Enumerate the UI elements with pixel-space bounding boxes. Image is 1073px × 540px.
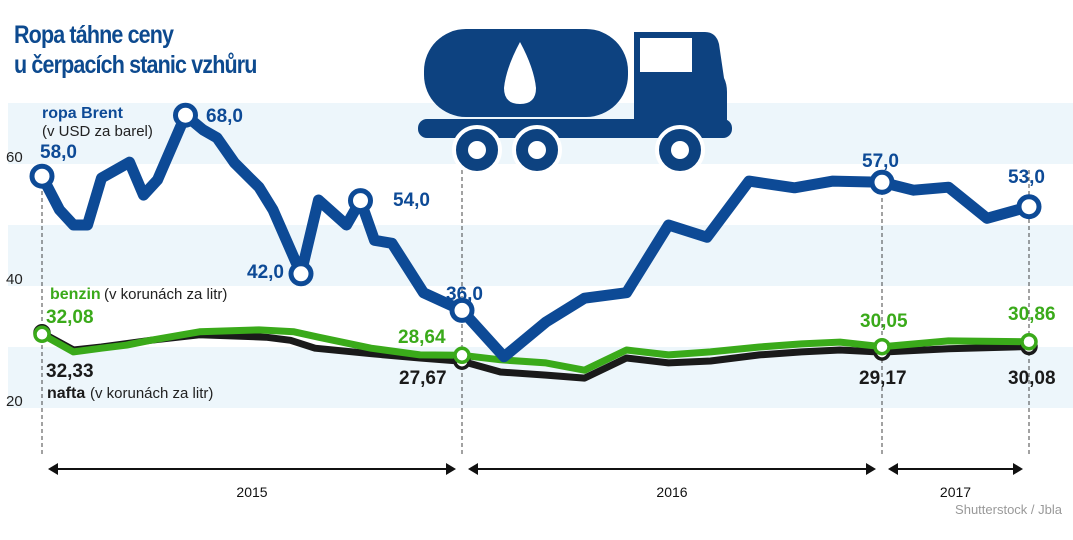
tanker-truck-icon bbox=[418, 29, 732, 175]
title-line-1: Ropa táhne ceny bbox=[14, 21, 174, 49]
label-nafta-end-2016: 29,17 bbox=[859, 368, 907, 389]
data-point-marker bbox=[873, 337, 891, 356]
title-line-2: u čerpacích stanic vzhůru bbox=[14, 51, 257, 79]
label-nafta-last: 30,08 bbox=[1008, 368, 1056, 389]
label-brent-54: 54,0 bbox=[393, 190, 430, 211]
data-point-marker bbox=[453, 346, 471, 365]
legend-benzin-unit: (v korunách za litr) bbox=[104, 286, 227, 303]
data-point-marker bbox=[348, 188, 373, 214]
y-axis-ticks: 20 40 60 bbox=[6, 149, 23, 410]
year-label: 2015 bbox=[236, 484, 267, 500]
y-tick-label: 60 bbox=[6, 149, 23, 166]
label-brent-end-2015: 36,0 bbox=[446, 284, 483, 305]
y-tick-label: 20 bbox=[6, 393, 23, 410]
label-brent-min-2015: 42,0 bbox=[247, 262, 284, 283]
data-point-marker bbox=[449, 297, 475, 323]
y-tick-label: 40 bbox=[6, 271, 23, 288]
data-point-marker bbox=[33, 325, 51, 344]
label-brent-max: 68,0 bbox=[206, 106, 243, 127]
data-point-marker bbox=[869, 169, 895, 195]
series-markers bbox=[29, 102, 1042, 370]
series-lines bbox=[36, 109, 1035, 382]
label-benzin-end-2016: 30,05 bbox=[860, 311, 908, 332]
label-brent-start: 58,0 bbox=[40, 142, 77, 163]
label-benzin-end-2015: 28,64 bbox=[398, 327, 446, 348]
label-brent-end-2016: 57,0 bbox=[862, 151, 899, 172]
data-point-marker bbox=[29, 163, 55, 189]
legend-nafta-unit: (v korunách za litr) bbox=[90, 385, 213, 402]
source-credit: Shutterstock / Jbla bbox=[955, 502, 1063, 517]
data-point-marker bbox=[173, 102, 198, 128]
legend-brent-unit: (v USD za barel) bbox=[42, 123, 153, 140]
label-nafta-end-2015: 27,67 bbox=[399, 368, 447, 389]
data-point-marker bbox=[288, 261, 314, 287]
year-label: 2017 bbox=[940, 484, 971, 500]
oil-drop-icon bbox=[504, 42, 536, 104]
legend-benzin-name: benzin bbox=[50, 286, 101, 303]
background-band bbox=[8, 225, 1073, 286]
year-ranges: 2015 2016 2017 bbox=[48, 463, 1023, 500]
year-label: 2016 bbox=[656, 484, 687, 500]
label-benzin-start: 32,08 bbox=[46, 307, 94, 328]
data-point-marker bbox=[1020, 333, 1038, 351]
label-benzin-last: 30,86 bbox=[1008, 304, 1056, 325]
label-brent-last: 53,0 bbox=[1008, 167, 1045, 188]
series-line-ropa-brent bbox=[36, 109, 1035, 363]
data-point-marker bbox=[1016, 194, 1042, 220]
series-line-benzin bbox=[38, 326, 1033, 374]
label-nafta-start: 32,33 bbox=[46, 361, 94, 382]
legend-nafta-name: nafta bbox=[47, 385, 85, 402]
legend-brent-name: ropa Brent bbox=[42, 105, 124, 122]
